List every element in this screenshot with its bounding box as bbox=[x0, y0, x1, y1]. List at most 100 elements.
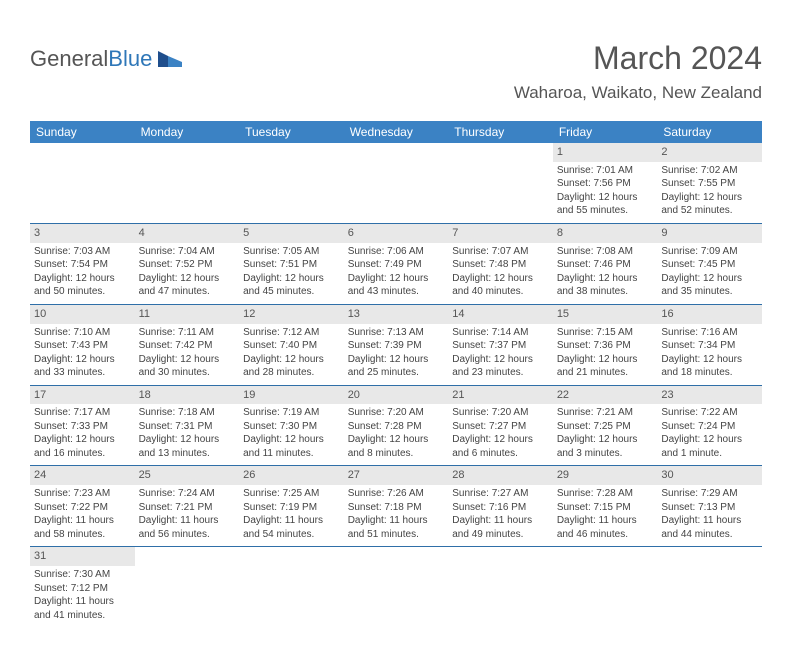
day-number: 17 bbox=[30, 386, 135, 405]
day-number: 23 bbox=[657, 386, 762, 405]
day-number: 4 bbox=[135, 224, 240, 243]
sunrise-line: Sunrise: 7:01 AM bbox=[557, 164, 654, 178]
day-number: 16 bbox=[657, 305, 762, 324]
day-number: 3 bbox=[30, 224, 135, 243]
sunrise-line: Sunrise: 7:12 AM bbox=[243, 326, 340, 340]
sunrise-line: Sunrise: 7:28 AM bbox=[557, 487, 654, 501]
day-cell: 18Sunrise: 7:18 AMSunset: 7:31 PMDayligh… bbox=[135, 385, 240, 466]
sunset-line: Sunset: 7:30 PM bbox=[243, 420, 340, 434]
sunrise-line: Sunrise: 7:27 AM bbox=[452, 487, 549, 501]
sunset-line: Sunset: 7:43 PM bbox=[34, 339, 131, 353]
daylight-line: Daylight: 12 hours and 55 minutes. bbox=[557, 191, 654, 218]
sunset-line: Sunset: 7:52 PM bbox=[139, 258, 236, 272]
weekday-header: Friday bbox=[553, 121, 658, 143]
sunset-line: Sunset: 7:25 PM bbox=[557, 420, 654, 434]
sunset-line: Sunset: 7:12 PM bbox=[34, 582, 131, 596]
calendar-row: 24Sunrise: 7:23 AMSunset: 7:22 PMDayligh… bbox=[30, 466, 762, 547]
day-number: 29 bbox=[553, 466, 658, 485]
calendar-row: 1Sunrise: 7:01 AMSunset: 7:56 PMDaylight… bbox=[30, 143, 762, 223]
daylight-line: Daylight: 12 hours and 8 minutes. bbox=[348, 433, 445, 460]
day-cell: 11Sunrise: 7:11 AMSunset: 7:42 PMDayligh… bbox=[135, 304, 240, 385]
daylight-line: Daylight: 11 hours and 58 minutes. bbox=[34, 514, 131, 541]
daylight-line: Daylight: 12 hours and 11 minutes. bbox=[243, 433, 340, 460]
day-number: 22 bbox=[553, 386, 658, 405]
sunrise-line: Sunrise: 7:14 AM bbox=[452, 326, 549, 340]
sunset-line: Sunset: 7:46 PM bbox=[557, 258, 654, 272]
day-cell: 23Sunrise: 7:22 AMSunset: 7:24 PMDayligh… bbox=[657, 385, 762, 466]
weekday-header: Thursday bbox=[448, 121, 553, 143]
sunrise-line: Sunrise: 7:24 AM bbox=[139, 487, 236, 501]
empty-cell bbox=[30, 143, 135, 223]
sunset-line: Sunset: 7:49 PM bbox=[348, 258, 445, 272]
weekday-header: Saturday bbox=[657, 121, 762, 143]
day-cell: 8Sunrise: 7:08 AMSunset: 7:46 PMDaylight… bbox=[553, 223, 658, 304]
empty-cell bbox=[239, 547, 344, 627]
calendar-row: 10Sunrise: 7:10 AMSunset: 7:43 PMDayligh… bbox=[30, 304, 762, 385]
day-number: 19 bbox=[239, 386, 344, 405]
sunset-line: Sunset: 7:51 PM bbox=[243, 258, 340, 272]
day-cell: 6Sunrise: 7:06 AMSunset: 7:49 PMDaylight… bbox=[344, 223, 449, 304]
logo-text-2: Blue bbox=[108, 46, 152, 72]
sunrise-line: Sunrise: 7:03 AM bbox=[34, 245, 131, 259]
sunset-line: Sunset: 7:19 PM bbox=[243, 501, 340, 515]
daylight-line: Daylight: 12 hours and 28 minutes. bbox=[243, 353, 340, 380]
day-number: 20 bbox=[344, 386, 449, 405]
day-number: 11 bbox=[135, 305, 240, 324]
sunset-line: Sunset: 7:34 PM bbox=[661, 339, 758, 353]
day-number: 7 bbox=[448, 224, 553, 243]
daylight-line: Daylight: 12 hours and 30 minutes. bbox=[139, 353, 236, 380]
weekday-header: Wednesday bbox=[344, 121, 449, 143]
daylight-line: Daylight: 11 hours and 51 minutes. bbox=[348, 514, 445, 541]
empty-cell bbox=[344, 547, 449, 627]
sunset-line: Sunset: 7:45 PM bbox=[661, 258, 758, 272]
day-cell: 3Sunrise: 7:03 AMSunset: 7:54 PMDaylight… bbox=[30, 223, 135, 304]
sunset-line: Sunset: 7:40 PM bbox=[243, 339, 340, 353]
sunset-line: Sunset: 7:13 PM bbox=[661, 501, 758, 515]
logo: GeneralBlue bbox=[30, 40, 184, 72]
sunset-line: Sunset: 7:36 PM bbox=[557, 339, 654, 353]
sunrise-line: Sunrise: 7:08 AM bbox=[557, 245, 654, 259]
day-cell: 30Sunrise: 7:29 AMSunset: 7:13 PMDayligh… bbox=[657, 466, 762, 547]
day-number: 8 bbox=[553, 224, 658, 243]
daylight-line: Daylight: 12 hours and 50 minutes. bbox=[34, 272, 131, 299]
sunrise-line: Sunrise: 7:29 AM bbox=[661, 487, 758, 501]
day-cell: 24Sunrise: 7:23 AMSunset: 7:22 PMDayligh… bbox=[30, 466, 135, 547]
daylight-line: Daylight: 12 hours and 18 minutes. bbox=[661, 353, 758, 380]
sunrise-line: Sunrise: 7:17 AM bbox=[34, 406, 131, 420]
sunset-line: Sunset: 7:22 PM bbox=[34, 501, 131, 515]
empty-cell bbox=[239, 143, 344, 223]
daylight-line: Daylight: 12 hours and 47 minutes. bbox=[139, 272, 236, 299]
sunset-line: Sunset: 7:31 PM bbox=[139, 420, 236, 434]
daylight-line: Daylight: 12 hours and 1 minute. bbox=[661, 433, 758, 460]
day-cell: 10Sunrise: 7:10 AMSunset: 7:43 PMDayligh… bbox=[30, 304, 135, 385]
logo-text-1: General bbox=[30, 46, 108, 72]
empty-cell bbox=[553, 547, 658, 627]
day-cell: 2Sunrise: 7:02 AMSunset: 7:55 PMDaylight… bbox=[657, 143, 762, 223]
day-cell: 13Sunrise: 7:13 AMSunset: 7:39 PMDayligh… bbox=[344, 304, 449, 385]
calendar-row: 3Sunrise: 7:03 AMSunset: 7:54 PMDaylight… bbox=[30, 223, 762, 304]
calendar-row: 17Sunrise: 7:17 AMSunset: 7:33 PMDayligh… bbox=[30, 385, 762, 466]
sunset-line: Sunset: 7:56 PM bbox=[557, 177, 654, 191]
sunset-line: Sunset: 7:39 PM bbox=[348, 339, 445, 353]
day-cell: 12Sunrise: 7:12 AMSunset: 7:40 PMDayligh… bbox=[239, 304, 344, 385]
day-cell: 1Sunrise: 7:01 AMSunset: 7:56 PMDaylight… bbox=[553, 143, 658, 223]
sunrise-line: Sunrise: 7:04 AM bbox=[139, 245, 236, 259]
day-number: 18 bbox=[135, 386, 240, 405]
day-number: 30 bbox=[657, 466, 762, 485]
sunset-line: Sunset: 7:21 PM bbox=[139, 501, 236, 515]
day-cell: 4 Sunrise: 7:04 AMSunset: 7:52 PMDaylight… bbox=[135, 223, 240, 304]
day-number: 13 bbox=[344, 305, 449, 324]
empty-cell bbox=[135, 143, 240, 223]
sunrise-line: Sunrise: 7:21 AM bbox=[557, 406, 654, 420]
day-cell: 26Sunrise: 7:25 AMSunset: 7:19 PMDayligh… bbox=[239, 466, 344, 547]
day-cell: 31Sunrise: 7:30 AMSunset: 7:12 PMDayligh… bbox=[30, 547, 135, 627]
sunrise-line: Sunrise: 7:20 AM bbox=[452, 406, 549, 420]
sunset-line: Sunset: 7:28 PM bbox=[348, 420, 445, 434]
daylight-line: Daylight: 11 hours and 49 minutes. bbox=[452, 514, 549, 541]
weekday-header: Tuesday bbox=[239, 121, 344, 143]
sunrise-line: Sunrise: 7:15 AM bbox=[557, 326, 654, 340]
sunrise-line: Sunrise: 7:23 AM bbox=[34, 487, 131, 501]
day-number: 15 bbox=[553, 305, 658, 324]
sunrise-line: Sunrise: 7:06 AM bbox=[348, 245, 445, 259]
daylight-line: Daylight: 12 hours and 23 minutes. bbox=[452, 353, 549, 380]
